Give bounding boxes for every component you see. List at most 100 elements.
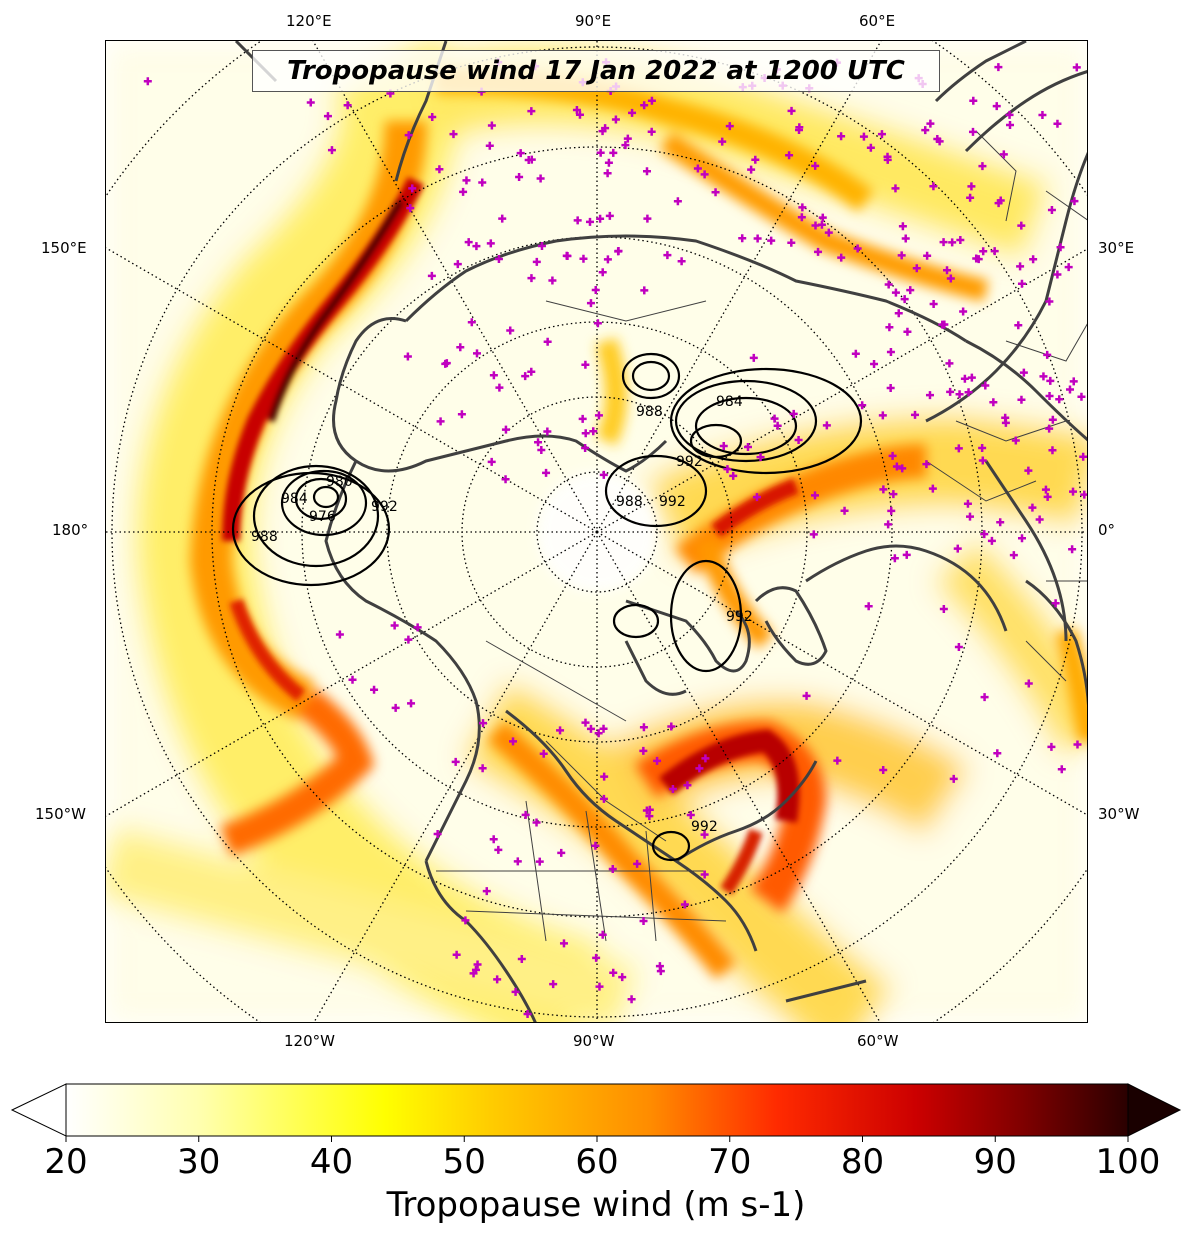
station-marker	[945, 359, 954, 368]
station-marker	[323, 112, 332, 121]
station-marker	[1047, 206, 1056, 215]
station-marker	[700, 830, 709, 839]
station-marker	[539, 749, 548, 758]
station-marker	[306, 98, 315, 107]
station-marker	[954, 642, 963, 651]
station-marker	[695, 764, 704, 773]
station-marker	[946, 274, 955, 283]
station-marker	[599, 470, 608, 479]
station-marker	[609, 148, 618, 157]
station-marker	[978, 456, 987, 465]
station-marker	[928, 484, 937, 493]
lon-label-top-90e: 90°E	[575, 12, 612, 30]
station-marker	[911, 410, 920, 419]
station-marker	[1045, 391, 1054, 400]
station-marker	[442, 359, 451, 368]
station-marker	[509, 737, 518, 746]
station-marker	[609, 968, 618, 977]
station-marker	[1065, 385, 1074, 394]
station-marker	[1001, 418, 1010, 427]
station-marker	[467, 318, 476, 327]
station-marker	[926, 119, 935, 128]
contour-label: 988	[616, 494, 643, 510]
colorbar-label: Tropopause wind (m s-1)	[386, 1185, 806, 1225]
station-marker	[892, 462, 901, 471]
station-marker	[527, 367, 536, 376]
station-marker	[990, 247, 999, 256]
station-marker	[810, 491, 819, 500]
station-marker	[451, 757, 460, 766]
station-marker	[479, 719, 488, 728]
station-marker	[1009, 551, 1018, 560]
station-marker	[1048, 415, 1057, 424]
station-marker	[579, 254, 588, 263]
station-marker	[901, 234, 910, 243]
station-marker	[738, 234, 747, 243]
station-marker	[621, 141, 630, 150]
station-marker	[969, 96, 978, 105]
station-marker	[700, 170, 709, 179]
station-marker	[723, 465, 732, 474]
station-marker	[591, 841, 600, 850]
station-marker	[1053, 270, 1062, 279]
station-marker	[572, 105, 581, 114]
station-marker	[403, 352, 412, 361]
station-marker	[686, 810, 695, 819]
station-marker	[858, 401, 867, 410]
pressure-contours	[231, 352, 863, 862]
station-marker	[959, 307, 968, 316]
station-marker	[1073, 740, 1082, 749]
station-marker	[972, 254, 981, 263]
station-marker	[459, 187, 468, 196]
station-marker	[1055, 395, 1064, 404]
contour-label: 976	[309, 509, 336, 525]
station-marker	[472, 349, 481, 358]
station-marker	[1051, 599, 1060, 608]
station-marker	[885, 323, 894, 332]
station-marker	[143, 77, 152, 86]
station-marker	[594, 411, 603, 420]
station-marker	[859, 132, 868, 141]
station-marker	[1016, 262, 1025, 271]
station-marker	[1018, 534, 1027, 543]
station-marker	[493, 975, 502, 984]
station-marker	[719, 441, 728, 450]
station-marker	[693, 164, 702, 173]
station-marker	[404, 635, 413, 644]
station-marker	[600, 772, 609, 781]
station-marker	[485, 141, 494, 150]
contour-label: 980	[326, 474, 353, 490]
colorbar-tick-label: 60	[575, 1142, 619, 1182]
station-marker	[1053, 119, 1062, 128]
station-marker	[879, 766, 888, 775]
station-marker	[978, 162, 987, 171]
station-marker	[884, 280, 893, 289]
station-marker	[749, 353, 758, 362]
colorbar-tick-label: 80	[840, 1142, 885, 1182]
station-marker	[787, 106, 796, 115]
station-marker	[647, 127, 656, 136]
station-marker	[656, 967, 665, 976]
contour-label: 988	[251, 529, 278, 545]
station-marker	[824, 228, 833, 237]
station-marker	[966, 193, 975, 202]
station-marker	[939, 604, 948, 613]
colorbar-tick-label: 90	[973, 1142, 1017, 1182]
station-marker	[506, 326, 515, 335]
station-marker	[586, 724, 595, 733]
station-marker	[898, 222, 907, 231]
station-marker	[814, 247, 823, 256]
station-marker	[433, 830, 442, 839]
station-marker	[348, 675, 357, 684]
station-marker	[1070, 197, 1079, 206]
station-marker	[981, 381, 990, 390]
station-marker	[752, 493, 761, 502]
station-marker	[343, 101, 352, 110]
station-marker	[605, 211, 614, 220]
lon-label-left-150w: 150°W	[35, 805, 86, 823]
station-marker	[789, 409, 798, 418]
station-marker	[987, 536, 996, 545]
station-marker	[711, 188, 720, 197]
station-marker	[886, 383, 895, 392]
station-marker	[471, 965, 480, 974]
